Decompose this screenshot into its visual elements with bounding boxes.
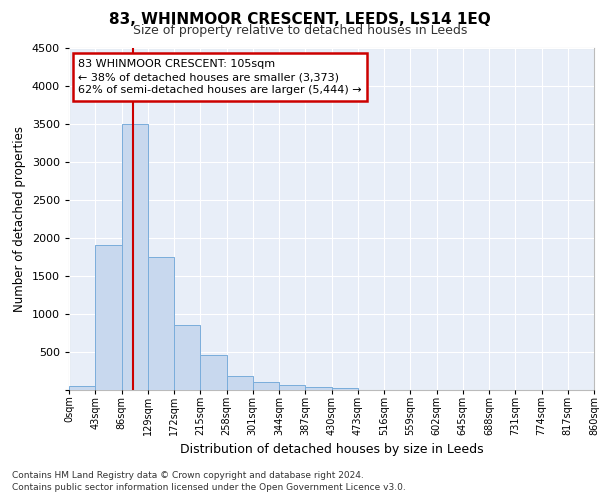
Bar bbox=[121, 124, 148, 390]
Bar bbox=[227, 376, 253, 390]
Bar bbox=[331, 388, 358, 390]
Text: 83 WHINMOOR CRESCENT: 105sqm
← 38% of detached houses are smaller (3,373)
62% of: 83 WHINMOOR CRESCENT: 105sqm ← 38% of de… bbox=[78, 59, 362, 96]
Text: Contains HM Land Registry data © Crown copyright and database right 2024.: Contains HM Land Registry data © Crown c… bbox=[12, 470, 364, 480]
Text: 83, WHINMOOR CRESCENT, LEEDS, LS14 1EQ: 83, WHINMOOR CRESCENT, LEEDS, LS14 1EQ bbox=[109, 12, 491, 28]
Bar bbox=[174, 324, 200, 390]
Bar bbox=[279, 386, 305, 390]
Bar bbox=[148, 257, 174, 390]
Bar bbox=[305, 387, 331, 390]
X-axis label: Distribution of detached houses by size in Leeds: Distribution of detached houses by size … bbox=[179, 444, 484, 456]
Y-axis label: Number of detached properties: Number of detached properties bbox=[13, 126, 26, 312]
Text: Contains public sector information licensed under the Open Government Licence v3: Contains public sector information licen… bbox=[12, 483, 406, 492]
Text: Size of property relative to detached houses in Leeds: Size of property relative to detached ho… bbox=[133, 24, 467, 37]
Bar bbox=[69, 386, 95, 390]
Bar bbox=[200, 356, 227, 390]
Bar bbox=[253, 382, 279, 390]
Bar bbox=[95, 246, 121, 390]
